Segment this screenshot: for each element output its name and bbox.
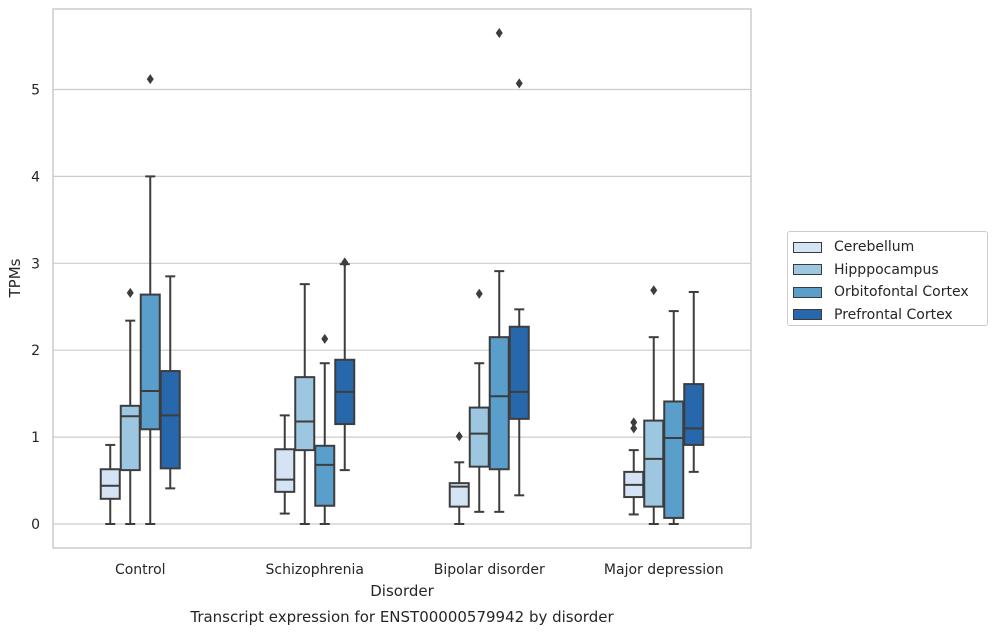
box-3-1	[334, 257, 356, 472]
legend-swatch-orbitofrontal	[793, 286, 822, 298]
box-iqr	[294, 376, 316, 452]
legend-swatch-prefrontal	[793, 309, 822, 321]
outlier-point	[321, 333, 329, 344]
legend-swatch-cerebellum	[793, 241, 822, 253]
outlier-point	[126, 287, 134, 298]
box-3-2	[508, 78, 530, 497]
x-axis-label: Disorder	[370, 582, 434, 600]
y-tick-labels: 0 1 2 3 4 5	[31, 83, 40, 534]
box-2-2	[488, 28, 510, 513]
box-1-1	[294, 283, 316, 525]
outlier-point	[630, 417, 638, 428]
box-0-1	[274, 414, 296, 515]
box-0-0	[99, 443, 121, 525]
legend-swatch-hippocampus	[793, 264, 822, 276]
box-iqr	[159, 370, 181, 470]
box-2-0	[139, 74, 161, 525]
legend-label: Prefrontal Cortex	[834, 306, 953, 323]
chart-title: Transcript expression for ENST0000057994…	[189, 608, 614, 626]
box-1-0	[119, 287, 141, 525]
outlier-point	[455, 431, 463, 442]
box-iqr	[683, 383, 705, 446]
box-iqr	[119, 404, 141, 472]
y-tick-label: 2	[31, 343, 40, 359]
outlier-point	[630, 423, 638, 434]
box-iqr	[448, 482, 470, 508]
legend-label: Orbitofontal Cortex	[834, 284, 969, 301]
box-3-0	[159, 275, 181, 490]
box-iqr	[643, 419, 665, 508]
box-3-3	[683, 290, 705, 473]
legend-item: Hipppocampus	[793, 259, 987, 282]
box-iqr	[139, 293, 161, 431]
y-tick-label: 4	[31, 169, 40, 185]
x-tick-labels: Control Schizophrenia Bipolar disorder Majo…	[115, 562, 724, 578]
plot-frame	[52, 8, 752, 549]
x-tick-label: Control	[115, 562, 166, 578]
y-tick-label: 0	[31, 517, 40, 533]
legend-item: Orbitofontal Cortex	[793, 281, 987, 304]
box-0-2	[448, 431, 470, 525]
outlier-point	[650, 285, 658, 296]
x-tick-label: Bipolar disorder	[434, 562, 545, 578]
box-1-3	[643, 285, 665, 525]
legend-label: Cerebellum	[834, 239, 915, 256]
box-iqr	[508, 325, 530, 420]
y-tick-label: 1	[31, 430, 40, 446]
box-0-3	[623, 417, 645, 516]
y-tick-label: 5	[31, 83, 40, 99]
legend-label: Hipppocampus	[834, 261, 939, 278]
legend-item: Prefrontal Cortex	[793, 304, 987, 327]
box-plot-series	[99, 28, 705, 525]
y-tick-label: 3	[31, 256, 40, 272]
legend: Cerebellum Hipppocampus Orbitofontal Cor…	[787, 231, 988, 326]
box-iqr	[314, 444, 336, 507]
box-2-1	[314, 333, 336, 525]
outlier-point	[495, 28, 503, 39]
box-iqr	[274, 448, 296, 493]
outlier-point	[475, 288, 483, 299]
x-tick-label: Schizophrenia	[266, 562, 364, 578]
box-2-3	[663, 310, 685, 525]
box-iqr	[468, 406, 490, 468]
box-iqr	[663, 400, 685, 519]
outlier-point	[515, 78, 523, 89]
x-tick-label: Major depression	[604, 562, 724, 578]
box-iqr	[488, 336, 510, 471]
outlier-point	[146, 74, 154, 85]
box-1-2	[468, 288, 490, 513]
box-iqr	[99, 468, 121, 500]
y-axis-label: TPMs	[6, 258, 24, 298]
outlier-point	[341, 257, 349, 268]
legend-item: Cerebellum	[793, 236, 987, 259]
